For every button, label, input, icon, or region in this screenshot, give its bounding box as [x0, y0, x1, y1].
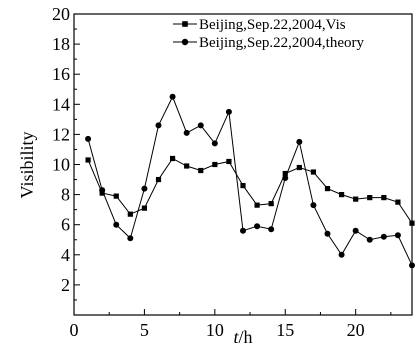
- circle-data-point: [394, 232, 401, 239]
- circle-data-point: [338, 251, 345, 258]
- square-data-point: [395, 199, 401, 205]
- circle-data-point: [113, 221, 120, 228]
- series-square: [85, 155, 415, 226]
- square-data-point: [409, 220, 415, 226]
- y-tick-label: 8: [61, 185, 70, 205]
- square-data-point: [99, 190, 105, 196]
- circle-data-point: [183, 129, 190, 136]
- square-data-point: [240, 182, 246, 189]
- square-data-point: [212, 161, 218, 168]
- square-data-point: [226, 158, 232, 165]
- y-axis: 2 4 6 8 10 12 14 16 18 20: [52, 4, 80, 301]
- legend: Beijing,Sep.22,2004,Vis Beijing,Sep.22,20…: [173, 17, 364, 51]
- square-data-point: [282, 170, 288, 177]
- series-layer: [85, 93, 415, 269]
- x-tick-label: 20: [347, 320, 365, 340]
- square-data-point: [169, 155, 176, 162]
- y-tick-label: 10: [52, 155, 70, 175]
- circle-data-point: [225, 108, 232, 115]
- square-data-point: [268, 201, 274, 207]
- x-axis-label-unit: /h: [239, 327, 253, 347]
- series-line: [87, 95, 413, 266]
- x-tick-label: 15: [276, 320, 294, 340]
- plot-frame: [73, 13, 413, 316]
- legend-marker-square: [182, 21, 188, 27]
- legend-marker-circle: [181, 38, 189, 46]
- square-data-point: [296, 164, 302, 171]
- circle-data-point: [85, 135, 92, 142]
- circle-data-point: [197, 122, 204, 129]
- x-axis-label-variable: t: [233, 327, 239, 347]
- y-tick-label: 14: [52, 94, 70, 114]
- circle-data-point: [141, 185, 148, 192]
- circle-data-point: [310, 202, 317, 209]
- square-data-point: [141, 205, 148, 211]
- legend-label: Beijing,Sep.22,2004,theory: [199, 35, 364, 51]
- square-data-point: [353, 196, 359, 202]
- square-data-point: [310, 169, 317, 175]
- y-tick-label: 4: [61, 245, 70, 265]
- legend-entry: Beijing,Sep.22,2004,Vis: [173, 17, 346, 33]
- square-data-point: [381, 195, 387, 201]
- circle-data-point: [155, 122, 162, 129]
- circle-data-point: [380, 233, 387, 240]
- y-tick-label: 20: [52, 4, 70, 24]
- series-circle: [85, 93, 415, 269]
- y-tick-label: 18: [52, 34, 70, 54]
- square-data-point: [324, 185, 331, 192]
- y-axis-label: Visibility: [17, 132, 37, 199]
- circle-data-point: [268, 226, 275, 233]
- circle-data-point: [99, 187, 106, 194]
- circle-data-point: [296, 138, 303, 145]
- y-tick-label: 12: [52, 124, 70, 144]
- circle-data-point: [324, 230, 331, 237]
- series-line: [87, 157, 413, 224]
- y-tick-label: 2: [61, 275, 70, 295]
- circle-data-point: [169, 93, 176, 100]
- y-tick-label: 6: [61, 215, 70, 235]
- x-axis: 0 5 10 15 20: [70, 309, 392, 340]
- circle-data-point: [240, 227, 246, 234]
- square-data-point: [367, 195, 373, 201]
- legend-entry: Beijing,Sep.22,2004,theory: [173, 35, 364, 51]
- x-tick-label: 0: [70, 320, 79, 340]
- legend-label: Beijing,Sep.22,2004,Vis: [199, 17, 346, 33]
- circle-data-point: [352, 227, 359, 234]
- circle-data-point: [409, 262, 415, 269]
- square-data-point: [113, 193, 119, 199]
- circle-data-point: [127, 235, 134, 242]
- square-data-point: [155, 176, 162, 183]
- square-data-point: [198, 167, 204, 174]
- square-data-point: [254, 202, 260, 208]
- x-tick-label: 10: [206, 320, 224, 340]
- circle-data-point: [366, 236, 373, 243]
- y-tick-label: 16: [52, 64, 70, 84]
- square-data-point: [127, 211, 133, 217]
- square-data-point: [184, 163, 190, 169]
- square-data-point: [85, 157, 91, 163]
- x-tick-label: 5: [140, 320, 149, 340]
- circle-data-point: [282, 175, 289, 182]
- square-data-point: [338, 192, 345, 198]
- circle-data-point: [254, 223, 261, 230]
- x-axis-label: t/h: [233, 327, 252, 347]
- circle-data-point: [211, 140, 218, 147]
